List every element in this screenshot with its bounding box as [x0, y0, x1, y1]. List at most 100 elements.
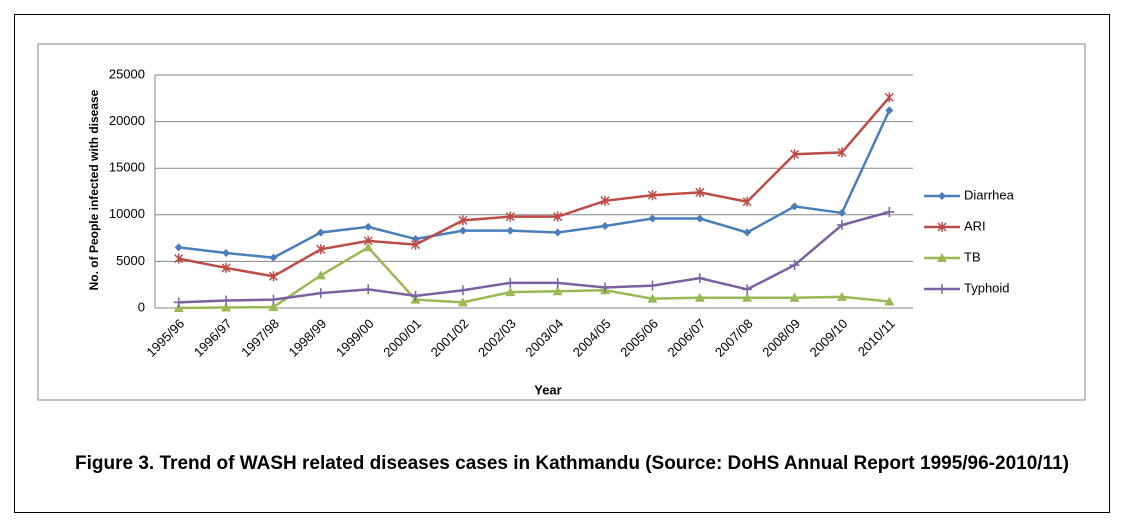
series-line [178, 245, 890, 310]
x-tick-label: 1996/97 [191, 316, 235, 360]
legend-label: TB [964, 249, 981, 264]
series-line [178, 96, 891, 278]
marker [222, 249, 231, 258]
marker [364, 222, 373, 231]
marker [647, 190, 657, 201]
marker [268, 294, 279, 305]
marker [789, 292, 800, 302]
x-tick-label: 1997/98 [238, 316, 282, 360]
marker [837, 208, 846, 217]
marker [316, 228, 325, 237]
x-tick-label: 1999/00 [333, 316, 377, 360]
x-tick-label: 2007/08 [712, 316, 756, 360]
marker [836, 291, 847, 301]
marker [221, 302, 232, 312]
x-tick-label: 2001/02 [428, 316, 472, 360]
y-tick-label: 20000 [109, 113, 145, 128]
marker [938, 192, 946, 200]
marker [884, 207, 895, 218]
y-tick-label: 15000 [109, 160, 145, 175]
marker [457, 285, 468, 296]
marker [173, 297, 184, 308]
marker [648, 214, 657, 223]
legend-label: ARI [964, 218, 986, 233]
marker [742, 284, 753, 295]
marker [552, 277, 563, 288]
series-line [178, 109, 891, 259]
x-tick-label: 2008/09 [759, 316, 803, 360]
legend-label: Diarrhea [964, 187, 1015, 202]
legend-label: Typhoid [964, 280, 1010, 295]
chart-border [37, 43, 1086, 401]
x-tick-label: 2003/04 [522, 316, 566, 360]
marker [269, 253, 278, 262]
x-tick-label: 2002/03 [475, 316, 519, 360]
marker [174, 253, 184, 264]
marker [363, 284, 374, 295]
marker [790, 149, 800, 160]
x-axis-title: Year [534, 382, 561, 397]
marker [790, 202, 799, 211]
marker [505, 277, 516, 288]
marker [695, 214, 704, 223]
marker [458, 215, 468, 226]
marker [458, 226, 467, 235]
marker [695, 187, 705, 198]
y-tick-label: 25000 [109, 66, 145, 81]
marker [884, 296, 895, 306]
x-tick-label: 1995/96 [143, 316, 187, 360]
marker [173, 303, 184, 312]
marker [174, 243, 183, 252]
marker [601, 221, 610, 230]
x-tick-label: 2010/11 [855, 316, 898, 359]
series-line [178, 210, 890, 304]
marker [363, 242, 374, 252]
caption: Figure 3. Trend of WASH related diseases… [75, 453, 1069, 474]
marker [694, 292, 705, 302]
marker [410, 290, 421, 301]
marker [647, 293, 658, 303]
marker [836, 220, 847, 231]
marker [552, 286, 563, 296]
y-tick-label: 0 [138, 299, 145, 314]
x-tick-label: 1998/99 [286, 316, 330, 360]
marker [268, 302, 279, 312]
y-tick-label: 10000 [109, 206, 145, 221]
marker [600, 282, 611, 293]
marker [937, 284, 947, 294]
marker [885, 106, 894, 115]
marker [506, 226, 515, 235]
marker [268, 271, 278, 282]
x-tick-label: 2000/01 [380, 316, 424, 360]
marker [411, 239, 421, 250]
y-axis-title: No. of People infected with disease [87, 89, 101, 290]
marker [647, 280, 658, 291]
marker [316, 244, 326, 255]
marker [837, 147, 847, 158]
marker [505, 287, 516, 297]
marker [742, 196, 752, 207]
figure-frame [14, 14, 1110, 513]
marker [553, 228, 562, 237]
x-tick-label: 2004/05 [570, 316, 614, 360]
marker [315, 288, 326, 299]
marker [221, 295, 232, 306]
marker [411, 235, 420, 244]
marker [600, 195, 610, 206]
x-tick-label: 2005/06 [617, 316, 661, 360]
x-tick-label: 2009/10 [807, 316, 851, 360]
y-tick-label: 5000 [116, 253, 145, 268]
marker [937, 253, 947, 262]
marker [505, 211, 515, 222]
marker [743, 228, 752, 237]
marker [315, 270, 326, 280]
marker [457, 297, 468, 307]
marker [553, 211, 563, 222]
marker [742, 292, 753, 302]
marker [789, 260, 800, 271]
marker [221, 262, 231, 273]
marker [884, 92, 894, 103]
marker [694, 273, 705, 284]
